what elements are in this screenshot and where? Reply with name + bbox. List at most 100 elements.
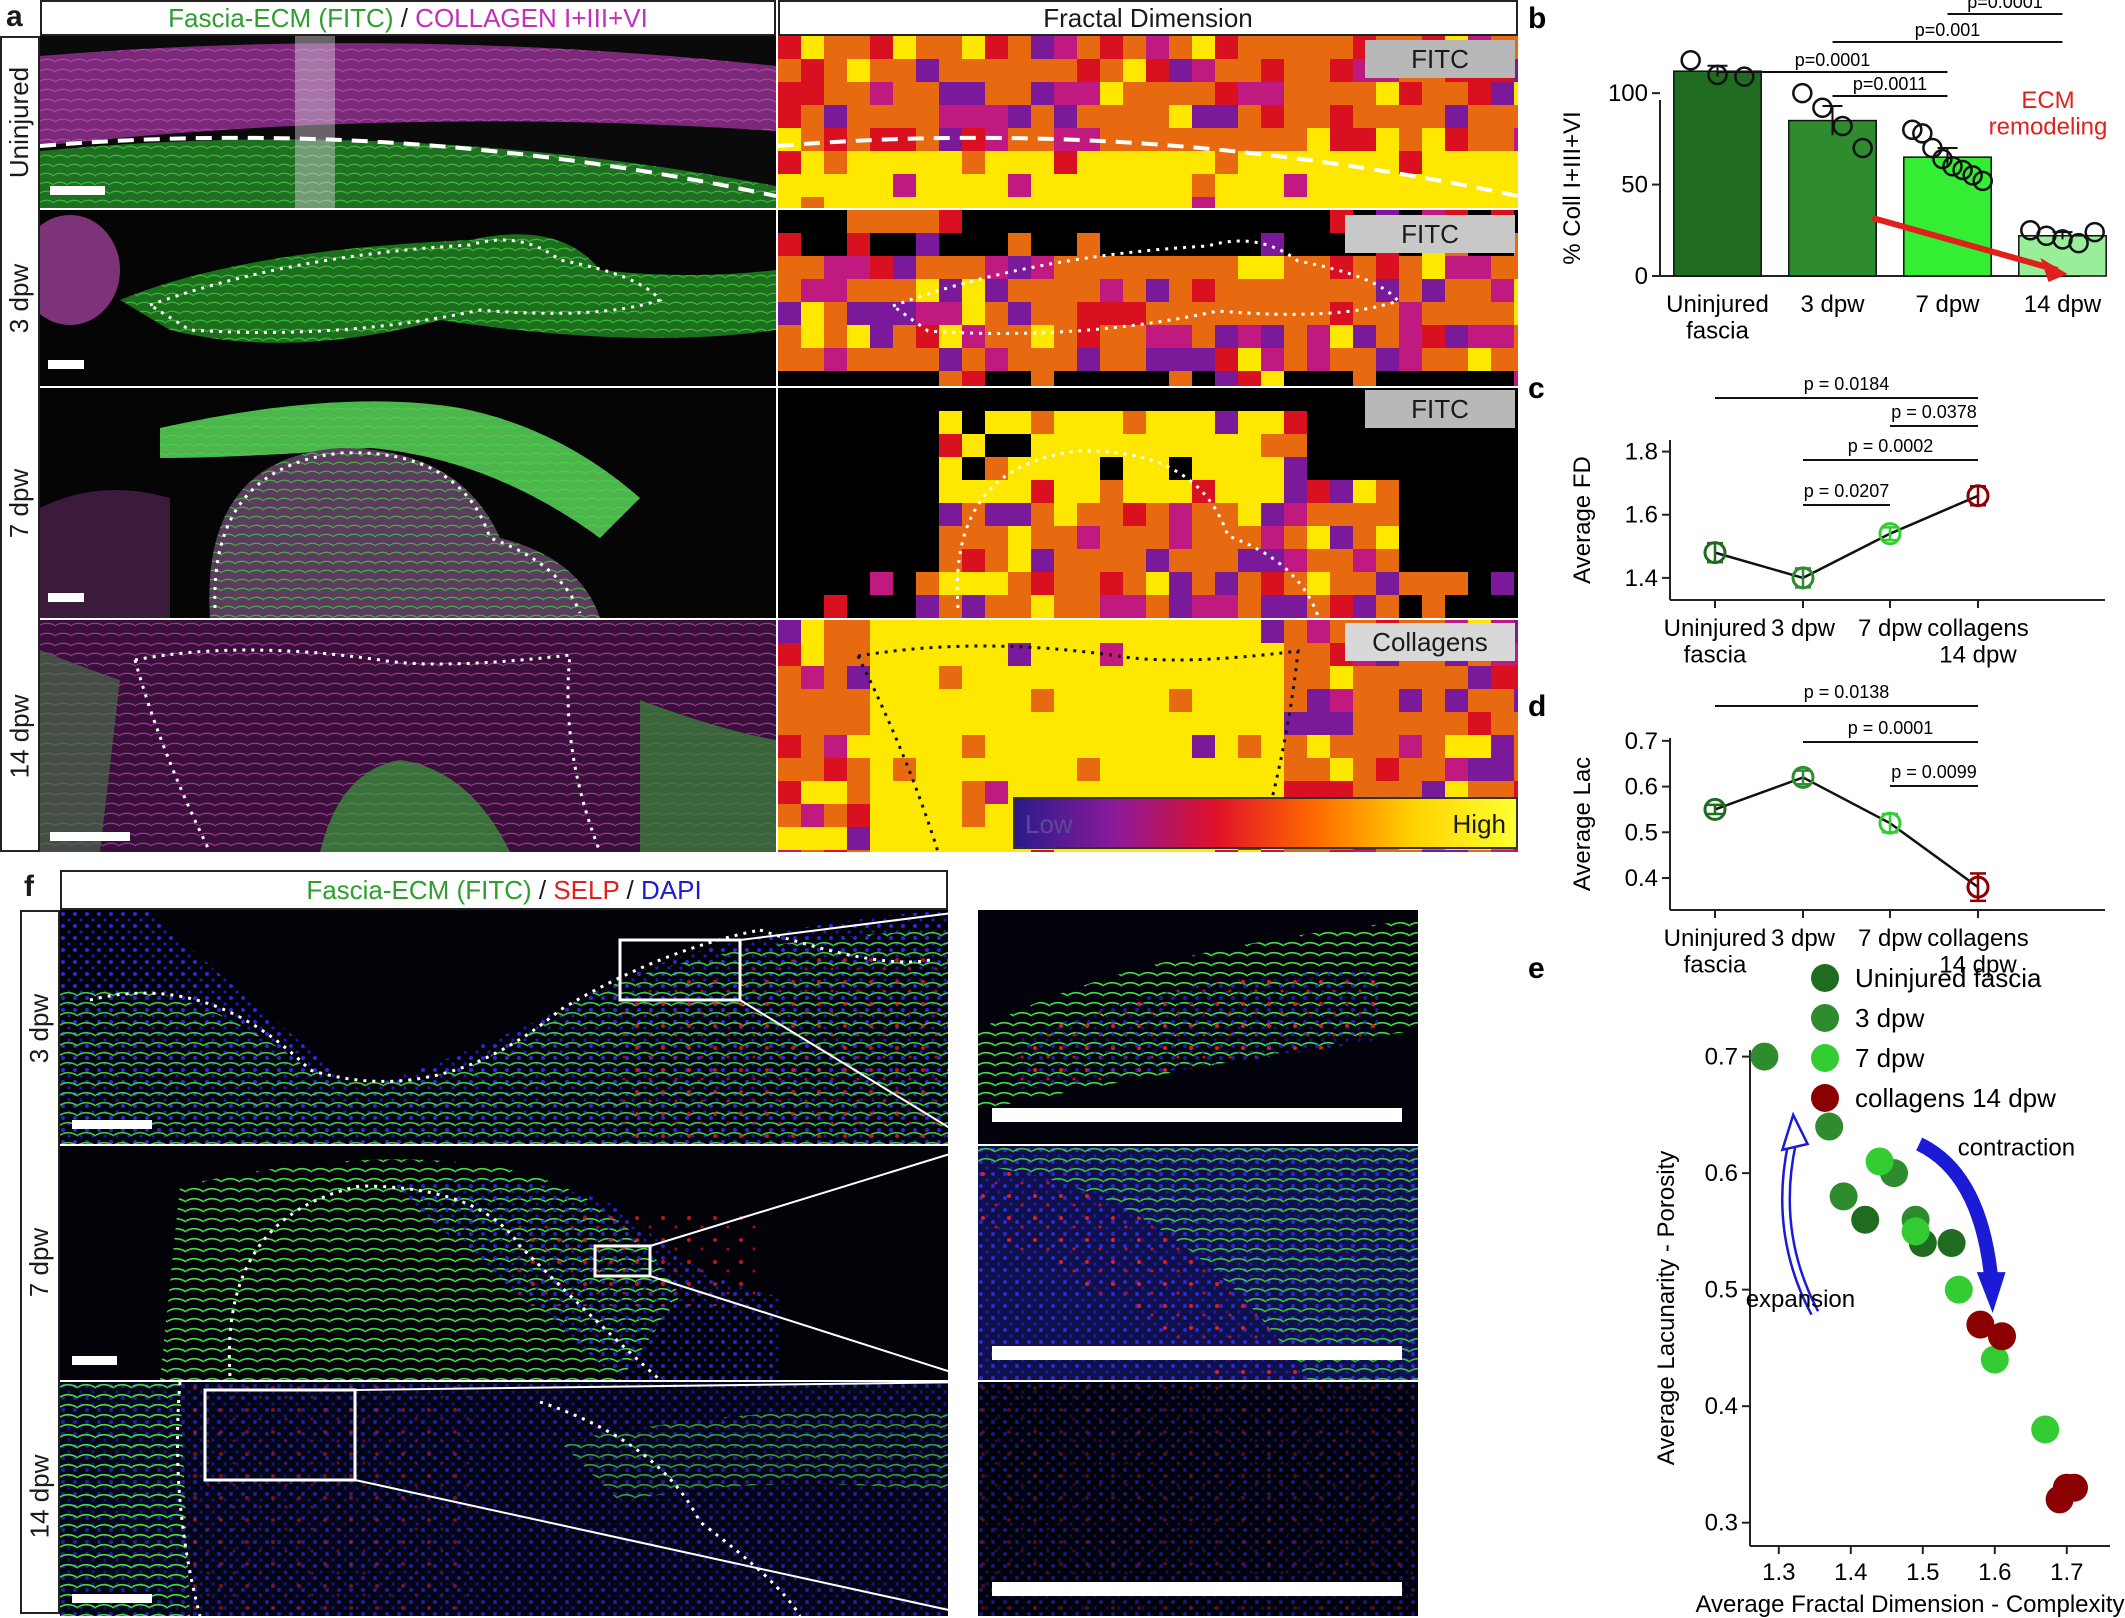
fd-cell <box>939 689 962 712</box>
fd-cell <box>1077 233 1100 256</box>
fd-cell <box>847 735 870 758</box>
fd-cell <box>893 105 916 128</box>
fd-cell <box>1376 595 1399 618</box>
fd-cell <box>801 36 824 59</box>
fd-cell <box>1123 850 1146 852</box>
fd-cell <box>1054 503 1077 526</box>
fd-cell <box>1307 595 1330 618</box>
fd-cell <box>870 256 893 279</box>
fd-cell <box>1215 82 1238 105</box>
fd-cell <box>870 712 893 735</box>
fd-cell <box>1146 411 1169 434</box>
fd-cell <box>1077 256 1100 279</box>
panel-f-row-label-column <box>20 910 60 1614</box>
fd-cell <box>1445 850 1468 852</box>
fd-cell <box>1123 480 1146 503</box>
fd-cell <box>1054 572 1077 595</box>
fd-cell <box>1422 279 1445 302</box>
fd-cell <box>1077 105 1100 128</box>
fd-cell <box>778 689 801 712</box>
fd-cell <box>1169 712 1192 735</box>
b-point <box>1680 49 1701 71</box>
fd-cell <box>870 850 893 852</box>
b-bar-0 <box>1673 70 1762 277</box>
fd-cell <box>1031 197 1054 208</box>
fd-cell <box>1192 850 1215 852</box>
fd-cell <box>1330 174 1353 197</box>
fd-cell <box>1307 712 1330 735</box>
fd-cell <box>1422 151 1445 174</box>
fd-cell <box>801 82 824 105</box>
fd-cell <box>1100 850 1123 852</box>
fd-cell <box>1284 411 1307 434</box>
d-ytick-label: 0.6 <box>1625 774 1658 801</box>
chart-e: 1.3 1.4 1.5 1.6 1.7 0.3 0.4 0.5 0.6 0.7 Average Fr… <box>1653 963 2125 1618</box>
fd-cell <box>870 620 893 643</box>
fd-cell <box>1238 82 1261 105</box>
fd-cell <box>1123 503 1146 526</box>
fd-cell <box>1261 411 1284 434</box>
fd-cell <box>1330 256 1353 279</box>
f-inset-14dpw <box>978 1382 1418 1616</box>
fd-cell <box>1353 666 1376 689</box>
fd-cell <box>801 712 824 735</box>
fd-cell <box>1169 151 1192 174</box>
fd-cell <box>1077 348 1100 371</box>
fd-cell <box>801 325 824 348</box>
b-point <box>1962 165 1983 186</box>
fd-cell <box>1123 758 1146 781</box>
fd-cell <box>1146 735 1169 758</box>
fd-cell <box>778 174 801 197</box>
d-ytick-label: 0.4 <box>1625 865 1658 892</box>
fd-boundary-uninjured <box>778 135 1518 198</box>
fd-cell <box>962 850 985 852</box>
fd-cell <box>1123 526 1146 549</box>
fd-cell <box>1514 82 1518 105</box>
fd-cell <box>847 689 870 712</box>
fd-cell <box>1330 666 1353 689</box>
fd-cell <box>1169 758 1192 781</box>
fd-cell <box>1445 325 1468 348</box>
e-xtick-label: 1.5 <box>1906 1559 1939 1586</box>
fd-cell <box>1261 457 1284 480</box>
fd-cell <box>824 712 847 735</box>
fd-cell <box>1284 59 1307 82</box>
fd-cell <box>1169 174 1192 197</box>
fd-cell <box>1146 620 1169 643</box>
e-xtick-label: 1.6 <box>1978 1559 2011 1586</box>
fd-cell <box>1514 735 1518 758</box>
fd-cell <box>1491 689 1514 712</box>
fd-cell <box>1123 457 1146 480</box>
fd-cell <box>985 36 1008 59</box>
fd-cell <box>1031 620 1054 643</box>
fd-cell <box>1261 434 1284 457</box>
fd-cell <box>1284 256 1307 279</box>
fd-cell <box>1008 712 1031 735</box>
fd-cell <box>1077 595 1100 618</box>
fd-cell <box>1054 434 1077 457</box>
fd-cell <box>824 348 847 371</box>
fd-cell <box>1146 82 1169 105</box>
fd-cell <box>1330 503 1353 526</box>
b-point <box>1972 170 1993 192</box>
fd-cell <box>1261 302 1284 325</box>
fd-cell <box>1376 105 1399 128</box>
fd-cell <box>939 572 962 595</box>
fd-cell <box>1307 197 1330 208</box>
fd-cell <box>916 689 939 712</box>
fd-cell <box>847 279 870 302</box>
fd-cell <box>1192 411 1215 434</box>
fd-cell <box>1376 348 1399 371</box>
fd-cell <box>1284 526 1307 549</box>
fd-cell <box>1261 526 1284 549</box>
panel-a-microscopy-images <box>40 36 776 852</box>
fd-cell <box>1008 620 1031 643</box>
fd-cell <box>985 82 1008 105</box>
fd-cell <box>1100 151 1123 174</box>
fd-cell <box>1307 325 1330 348</box>
fd-cell <box>1445 689 1468 712</box>
fd-cell <box>1077 850 1100 852</box>
fd-cell <box>801 620 824 643</box>
fd-cell <box>962 781 985 804</box>
fd-cell <box>1123 411 1146 434</box>
